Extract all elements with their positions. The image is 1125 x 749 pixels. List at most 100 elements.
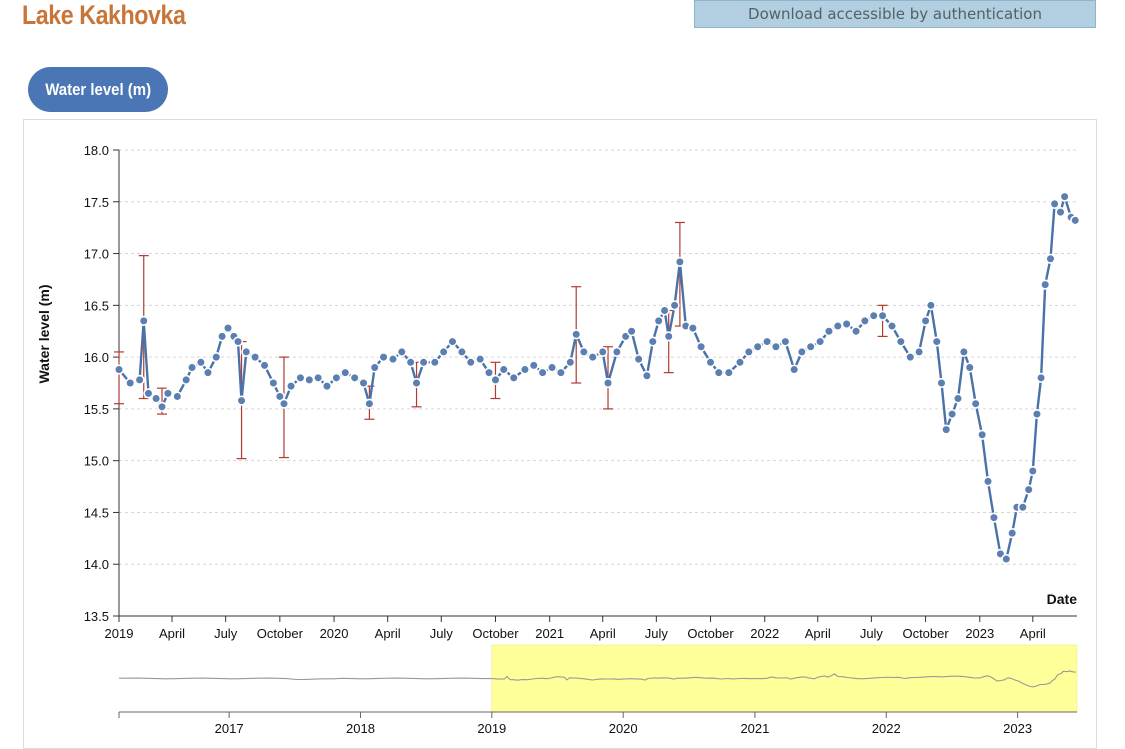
data-point	[859, 315, 870, 326]
data-point	[914, 346, 925, 358]
data-point	[195, 357, 206, 368]
data-point	[1027, 465, 1038, 477]
y-tick-label: 14.5	[84, 505, 109, 520]
y-axis-label: Water level (m)	[36, 284, 52, 383]
data-point	[151, 393, 162, 404]
data-point	[1017, 502, 1028, 513]
data-point	[358, 377, 369, 389]
y-tick-label: 17.5	[84, 195, 109, 210]
overview-tick-label: 2019	[477, 721, 506, 734]
series-line	[118, 192, 1076, 562]
x-tick-label: April	[590, 626, 616, 641]
x-tick-label: April	[1020, 626, 1046, 641]
data-point	[850, 326, 862, 337]
y-tick-label: 13.5	[84, 609, 109, 624]
overview-brush[interactable]: 2017 2018 2019 2020 2021 2022 2023	[118, 644, 1078, 734]
data-point	[519, 364, 531, 375]
data-point	[295, 372, 306, 383]
data-point	[696, 341, 707, 352]
overview-tick-label: 2021	[740, 721, 769, 734]
data-point	[626, 326, 637, 337]
data-point	[920, 315, 931, 326]
data-point	[752, 341, 763, 352]
data-point	[653, 315, 664, 326]
data-point	[249, 352, 261, 363]
x-tick-label: 2022	[750, 626, 779, 641]
data-point	[378, 352, 389, 363]
data-point	[687, 323, 698, 334]
data-point	[1007, 528, 1018, 539]
data-point	[669, 300, 680, 311]
data-point	[877, 310, 888, 321]
data-point	[546, 362, 558, 373]
x-tick-label: April	[375, 626, 401, 641]
x-axis: 2019 April July October 2020 April July October…	[105, 615, 1077, 641]
data-point	[364, 398, 375, 409]
data-point	[405, 357, 416, 368]
data-point	[931, 336, 942, 347]
y-tick-label: 15.0	[84, 454, 109, 469]
data-point	[815, 336, 826, 347]
x-tick-label: October	[257, 626, 304, 641]
data-point	[211, 352, 222, 363]
x-tick-label: 2023	[965, 626, 994, 641]
data-point	[134, 374, 145, 385]
data-point	[988, 512, 1000, 523]
data-point	[1001, 553, 1012, 565]
data-point	[349, 372, 360, 383]
data-point	[886, 320, 898, 332]
data-point	[982, 476, 994, 487]
brush-selection[interactable]	[491, 644, 1078, 713]
data-point	[483, 367, 495, 378]
data-point	[202, 367, 214, 378]
tab-water-level-label: Water level (m)	[45, 80, 151, 99]
data-point	[761, 336, 773, 347]
data-point	[438, 346, 449, 358]
data-point	[465, 357, 476, 368]
data-point	[587, 352, 598, 363]
water-level-chart[interactable]: 18.0 17.5 17.0 16.5 16.0 15.5 15.0 14.5 14.0 13.5…	[0, 0, 1125, 734]
data-point	[713, 367, 724, 378]
x-tick-label: July	[214, 626, 238, 641]
data-point	[565, 357, 576, 368]
data-point	[841, 318, 852, 330]
data-point	[1035, 372, 1047, 383]
page-title: Lake Kakhovka	[22, 0, 186, 30]
data-point	[659, 305, 670, 316]
data-point	[1055, 207, 1066, 218]
data-point	[259, 360, 270, 371]
data-point	[278, 398, 290, 409]
data-point	[958, 346, 969, 358]
data-point	[705, 357, 716, 368]
data-point	[674, 256, 685, 267]
data-point	[217, 331, 228, 342]
data-point	[186, 362, 198, 373]
x-tick-label: April	[805, 626, 831, 641]
data-point	[641, 370, 653, 381]
data-point	[743, 346, 754, 358]
data-point	[571, 329, 582, 340]
download-button[interactable]: Download accessible by authentication	[694, 0, 1096, 28]
overview-tick-label: 2023	[1003, 721, 1032, 734]
data-point	[1059, 191, 1070, 202]
data-point	[475, 354, 486, 365]
data-points	[113, 191, 1081, 565]
data-point	[125, 377, 136, 389]
data-point	[770, 341, 782, 352]
tab-water-level[interactable]: Water level (m)	[28, 67, 168, 112]
y-axis: 18.0 17.5 17.0 16.5 16.0 15.5 15.0 14.5 14.0 13.5	[84, 143, 120, 624]
data-point	[162, 388, 174, 399]
data-point	[222, 323, 234, 334]
data-point	[418, 357, 429, 368]
data-point	[498, 364, 509, 375]
data-point	[925, 300, 936, 311]
data-point	[172, 391, 183, 402]
data-point	[663, 331, 674, 342]
data-point	[456, 346, 468, 358]
data-point	[236, 395, 247, 406]
overview-tick-label: 2022	[872, 721, 901, 734]
x-tick-label: 2021	[535, 626, 564, 641]
y-tick-label: 17.0	[84, 247, 109, 262]
data-point	[508, 372, 519, 383]
y-tick-label: 16.5	[84, 298, 109, 313]
